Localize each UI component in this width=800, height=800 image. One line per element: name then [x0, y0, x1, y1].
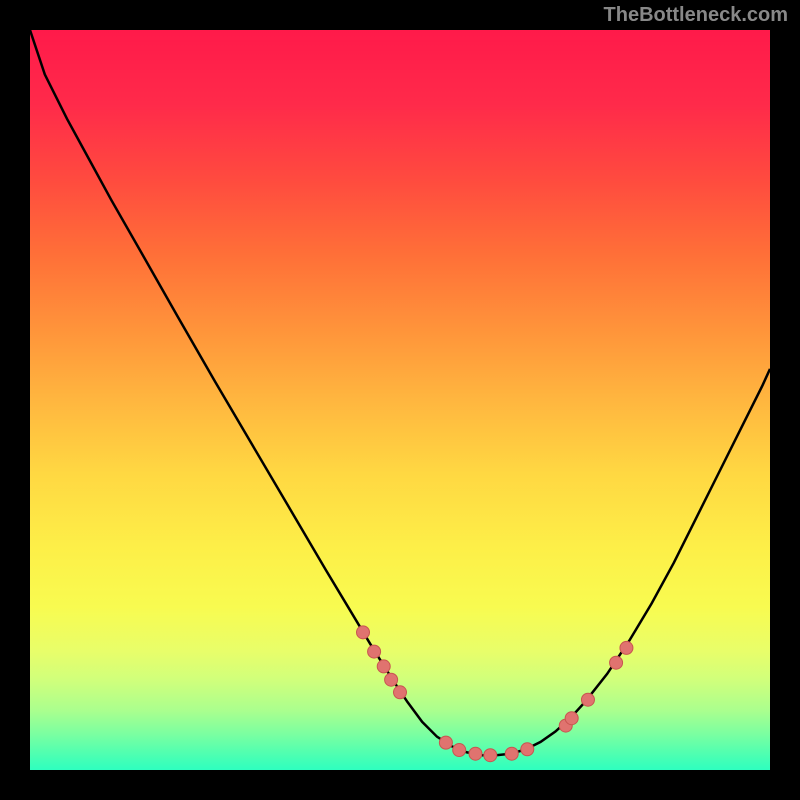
- credit-text: TheBottleneck.com: [604, 4, 788, 27]
- data-marker: [368, 645, 381, 658]
- gradient-background: [30, 30, 770, 770]
- data-marker: [469, 747, 482, 760]
- plot-area: [30, 30, 770, 770]
- data-marker: [385, 673, 398, 686]
- data-marker: [377, 660, 390, 673]
- data-marker: [521, 743, 534, 756]
- data-marker: [453, 744, 466, 757]
- data-marker: [394, 686, 407, 699]
- data-marker: [620, 641, 633, 654]
- data-marker: [505, 747, 518, 760]
- plot-svg: [30, 30, 770, 770]
- data-marker: [439, 736, 452, 749]
- data-marker: [484, 749, 497, 762]
- data-marker: [357, 626, 370, 639]
- data-marker: [581, 693, 594, 706]
- data-marker: [565, 712, 578, 725]
- data-marker: [610, 656, 623, 669]
